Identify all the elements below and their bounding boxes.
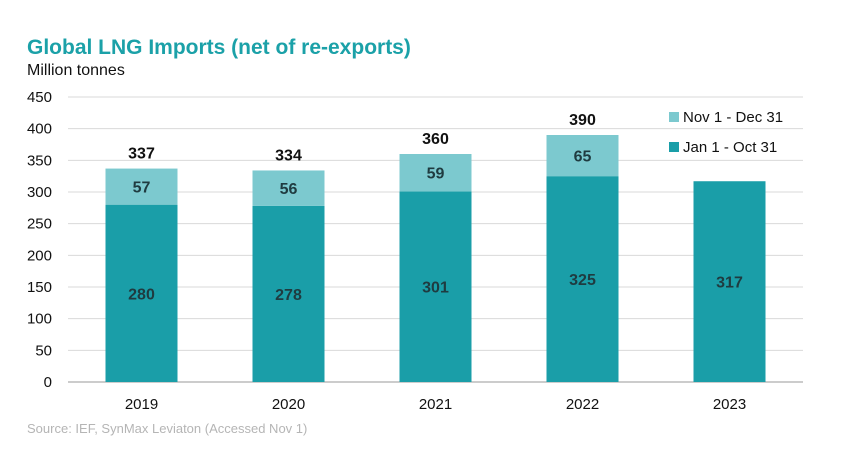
x-tick-label: 2020 — [272, 396, 305, 413]
legend-swatch — [669, 142, 679, 152]
total-label: 337 — [128, 146, 155, 163]
y-tick-label: 100 — [27, 311, 52, 328]
y-tick-label: 200 — [27, 247, 52, 264]
y-tick-label: 350 — [27, 152, 52, 169]
y-tick-label: 150 — [27, 279, 52, 296]
y-tick-label: 50 — [35, 342, 52, 359]
x-tick-label: 2022 — [566, 396, 599, 413]
bar-segment — [252, 205, 325, 382]
y-tick-label: 450 — [27, 89, 52, 106]
bar-segment — [546, 176, 619, 382]
data-label: 278 — [275, 287, 302, 304]
data-label: 56 — [280, 181, 298, 198]
total-label: 360 — [422, 131, 449, 148]
data-label: 280 — [128, 286, 155, 303]
x-tick-label: 2023 — [713, 396, 746, 413]
data-label: 57 — [133, 180, 151, 197]
bar-segment — [105, 168, 178, 205]
bar-segment — [693, 181, 766, 382]
legend-label: Nov 1 - Dec 31 — [683, 109, 783, 126]
bar-segment — [105, 204, 178, 382]
y-axis-label: Million tonnes — [27, 62, 125, 79]
data-label: 325 — [569, 272, 596, 289]
data-label: 301 — [422, 280, 449, 297]
total-label: 334 — [275, 147, 302, 164]
bar-segment — [399, 191, 472, 382]
bar-segment — [252, 170, 325, 206]
y-tick-label: 300 — [27, 184, 52, 201]
data-label: 59 — [427, 166, 445, 183]
bar-segment — [399, 154, 472, 192]
total-label: 390 — [569, 112, 596, 129]
y-tick-label: 400 — [27, 121, 52, 138]
bar-segment — [546, 135, 619, 177]
x-tick-label: 2019 — [125, 396, 158, 413]
legend-swatch — [669, 112, 679, 122]
legend-label: Jan 1 - Oct 31 — [683, 139, 777, 156]
source-note: Source: IEF, SynMax Leviaton (Accessed N… — [27, 421, 308, 436]
data-label: 65 — [574, 149, 592, 166]
y-tick-label: 0 — [44, 374, 52, 391]
data-label: 317 — [716, 275, 743, 292]
x-tick-label: 2021 — [419, 396, 452, 413]
chart-title: Global LNG Imports (net of re-exports) — [27, 36, 411, 59]
y-tick-label: 250 — [27, 216, 52, 233]
